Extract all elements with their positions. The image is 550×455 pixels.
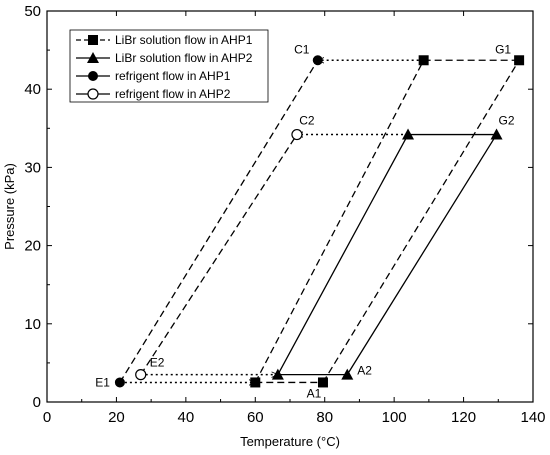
series-line-ahp1 (119, 59, 319, 383)
point-label-e2: E2 (150, 356, 165, 370)
point-label-c1: C1 (294, 42, 310, 56)
y-tick-label: 30 (24, 159, 41, 176)
axis-ticks: 0 20 40 60 80 100 120 140 0 10 20 30 40 50 (24, 3, 545, 426)
x-tick-label: 120 (451, 409, 476, 426)
legend-marker-circle-open (87, 88, 99, 100)
series-line-ahp1 (322, 59, 520, 383)
series-line-ahp2 (346, 134, 498, 375)
x-tick-label: 140 (520, 409, 545, 426)
y-tick-label: 0 (33, 394, 41, 411)
y-tick-label: 50 (24, 3, 41, 20)
point-label-c2: C2 (299, 114, 315, 128)
data-point-circle-open (291, 128, 303, 141)
y-axis-title: Pressure (kPa) (2, 163, 17, 250)
data-point-triangle (402, 128, 415, 140)
legend-marker-square (88, 35, 98, 45)
y-tick-label: 10 (24, 316, 41, 333)
data-point-square (317, 377, 328, 388)
data-point-triangle (271, 368, 284, 380)
data-point-square (250, 377, 261, 388)
legend-marker-triangle (87, 52, 99, 63)
x-tick-label: 100 (382, 409, 407, 426)
data-point-square (418, 55, 429, 66)
y-tick-label: 20 (24, 238, 41, 255)
data-point-triangle (490, 128, 503, 140)
legend-label: LiBr solution flow in AHP1 (115, 33, 253, 47)
legend-box (69, 29, 269, 103)
legend-marker-circle-filled (88, 71, 98, 81)
series-line-ahp2 (277, 134, 409, 375)
plot-layer: G1 C1 C2 G2 E1 E2 A1 A2 (46, 10, 534, 403)
legend: LiBr solution flow in AHP1 LiBr solution … (69, 29, 269, 103)
data-point-triangle (341, 368, 354, 380)
point-label-g2: G2 (499, 114, 515, 128)
series-line-ahp2 (140, 134, 298, 375)
legend-label: refrigent flow in AHP2 (115, 87, 231, 101)
y-tick-label: 40 (24, 81, 41, 98)
x-tick-label: 80 (316, 409, 333, 426)
x-tick-label: 60 (247, 409, 264, 426)
data-point-circle-filled (312, 55, 323, 66)
point-label-g1: G1 (495, 42, 511, 56)
series-line-ahp1 (254, 59, 425, 383)
point-label-e1: E1 (95, 375, 110, 389)
data-point-square (514, 55, 525, 66)
x-tick-label: 20 (108, 409, 125, 426)
data-point-circle-open (135, 369, 147, 381)
point-label-a1: A1 (307, 386, 322, 400)
legend-label: refrigent flow in AHP1 (115, 69, 231, 83)
legend-label: LiBr solution flow in AHP2 (115, 51, 253, 65)
x-axis-title: Temperature (°C) (240, 434, 340, 449)
x-tick-label: 0 (43, 409, 51, 426)
data-point-circle-filled (114, 377, 125, 388)
point-label-a2: A2 (357, 364, 372, 378)
x-tick-label: 40 (178, 409, 195, 426)
